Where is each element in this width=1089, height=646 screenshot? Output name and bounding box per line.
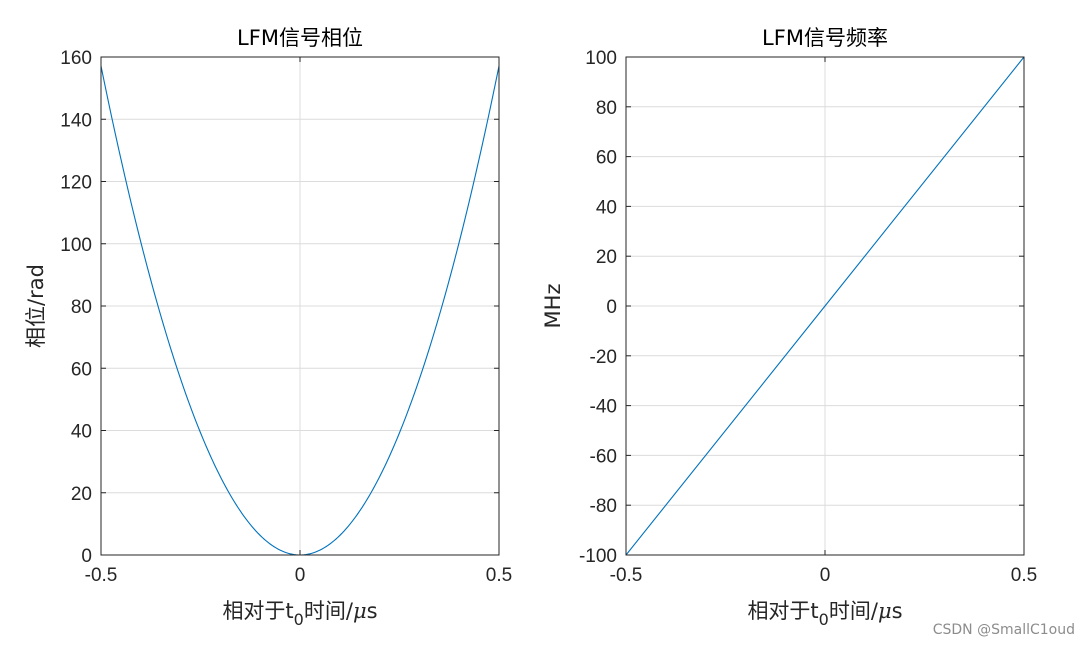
phase-chart-title: LFM信号相位 xyxy=(237,26,363,50)
frequency-x-label-subscript: 0 xyxy=(819,610,829,629)
phase-x-tick-label: -0.5 xyxy=(85,565,118,586)
phase-x-label-mu: μ xyxy=(353,599,367,623)
phase-grid xyxy=(101,57,499,555)
phase-x-label-unit: s xyxy=(367,599,378,623)
frequency-y-tick-label: 100 xyxy=(585,48,617,69)
phase-y-tick-label: 160 xyxy=(60,48,92,69)
phase-y-axis-label: 相位/rad xyxy=(24,264,48,348)
frequency-x-label-main: 相对于t xyxy=(747,599,818,623)
frequency-y-axis-label: MHz xyxy=(541,284,565,329)
frequency-x-label-tail: 时间/ xyxy=(829,599,879,623)
frequency-x-axis-label: 相对于t0时间/μs xyxy=(747,599,902,629)
frequency-y-tick-label: -20 xyxy=(590,347,617,368)
phase-ticks xyxy=(100,56,500,556)
phase-x-tick-label: 0.5 xyxy=(486,565,512,586)
frequency-y-tick-label: 20 xyxy=(596,247,617,268)
phase-x-tick-label: 0 xyxy=(295,565,306,586)
frequency-tick-labels: -0.5 0 0.5 -100 -80 -60 -40 -20 0 20 40 60 80 100 xyxy=(579,48,1037,586)
frequency-y-tick-label: 40 xyxy=(596,197,617,218)
frequency-y-tick-label: -100 xyxy=(579,546,617,567)
frequency-line xyxy=(625,56,1025,556)
phase-x-label-tail: 时间/ xyxy=(304,599,354,623)
frequency-y-tick-label: -80 xyxy=(590,496,617,517)
frequency-ticks xyxy=(625,56,1025,556)
frequency-x-tick-label: -0.5 xyxy=(610,565,643,586)
frequency-y-tick-label: 60 xyxy=(596,148,617,169)
frequency-x-tick-label: 0 xyxy=(820,565,831,586)
phase-x-label-main: 相对于t xyxy=(222,599,293,623)
frequency-y-tick-label: 80 xyxy=(596,98,617,119)
frequency-x-label-mu: μ xyxy=(878,599,892,623)
phase-x-label-subscript: 0 xyxy=(294,610,304,629)
phase-y-tick-label: 60 xyxy=(71,359,92,380)
frequency-y-tick-label: 0 xyxy=(606,297,617,318)
watermark: CSDN @SmallC1oud xyxy=(932,622,1075,638)
frequency-y-tick-label: -60 xyxy=(590,446,617,467)
phase-y-tick-label: 120 xyxy=(60,173,92,194)
phase-y-tick-label: 40 xyxy=(71,422,92,443)
frequency-x-label-unit: s xyxy=(892,599,903,623)
phase-y-tick-label: 100 xyxy=(60,235,92,256)
phase-x-axis-label: 相对于t0时间/μs xyxy=(222,599,377,629)
phase-y-tick-label: 80 xyxy=(71,297,92,318)
phase-y-tick-label: 0 xyxy=(81,546,92,567)
phase-y-tick-label: 140 xyxy=(60,110,92,131)
frequency-y-tick-label: -40 xyxy=(590,397,617,418)
frequency-chart-title: LFM信号频率 xyxy=(762,26,888,50)
phase-y-tick-label: 20 xyxy=(71,484,92,505)
frequency-x-tick-label: 0.5 xyxy=(1011,565,1037,586)
frequency-chart: -0.5 0 0.5 -100 -80 -60 -40 -20 0 20 40 60 80 100 LFM… xyxy=(541,26,1037,629)
